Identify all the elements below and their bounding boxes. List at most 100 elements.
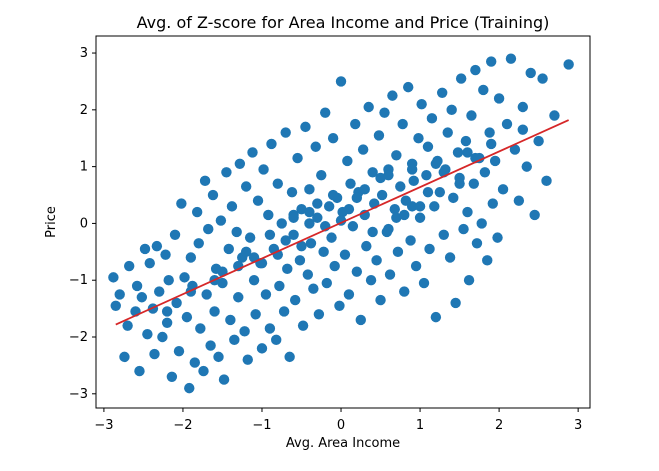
data-point bbox=[151, 240, 163, 252]
data-point bbox=[166, 371, 178, 382]
data-point bbox=[521, 161, 532, 172]
data-point bbox=[179, 272, 190, 283]
y-axis-title: Price bbox=[44, 206, 59, 238]
data-point bbox=[426, 113, 438, 124]
data-point bbox=[434, 186, 446, 198]
data-point bbox=[203, 223, 214, 235]
data-point bbox=[446, 104, 457, 116]
data-point bbox=[280, 235, 291, 246]
data-point bbox=[406, 201, 418, 212]
data-point bbox=[442, 127, 453, 138]
data-point bbox=[284, 351, 295, 363]
data-point bbox=[248, 275, 260, 286]
data-point bbox=[454, 178, 465, 189]
data-point bbox=[489, 155, 501, 167]
y-tick-label: 0 bbox=[80, 216, 88, 231]
data-point bbox=[297, 320, 309, 331]
data-point bbox=[505, 53, 517, 64]
data-point bbox=[541, 175, 552, 187]
x-tick-label: 0 bbox=[337, 418, 345, 433]
x-axis-ticks: −3 −2 −1 0 1 2 3 bbox=[94, 408, 582, 433]
data-point bbox=[266, 138, 277, 150]
data-point bbox=[537, 73, 548, 84]
data-point bbox=[334, 300, 345, 311]
data-point bbox=[429, 201, 440, 212]
data-point bbox=[233, 292, 244, 303]
regression-line-layer bbox=[115, 119, 570, 326]
data-point bbox=[282, 263, 293, 275]
data-point bbox=[316, 169, 327, 181]
data-point bbox=[229, 334, 240, 346]
chart-title: Avg. of Z-score for Area Income and Pric… bbox=[137, 13, 550, 32]
data-point bbox=[493, 93, 505, 104]
y-tick-label: 3 bbox=[80, 46, 88, 61]
data-point bbox=[468, 178, 480, 189]
data-point bbox=[359, 184, 370, 195]
data-point bbox=[379, 107, 390, 118]
data-point bbox=[250, 309, 261, 320]
data-point bbox=[280, 127, 291, 138]
data-point bbox=[327, 189, 339, 201]
data-point bbox=[199, 175, 211, 187]
data-point bbox=[234, 158, 246, 169]
data-point bbox=[302, 269, 314, 280]
data-point bbox=[463, 275, 475, 286]
data-point bbox=[318, 246, 329, 258]
data-point bbox=[218, 374, 230, 385]
data-point bbox=[414, 201, 426, 212]
data-point bbox=[294, 255, 306, 266]
y-axis-ticks: −3 −2 −1 0 1 2 3 bbox=[69, 46, 96, 402]
data-point bbox=[436, 87, 448, 98]
data-point bbox=[221, 167, 232, 178]
data-point bbox=[471, 238, 483, 249]
data-point bbox=[359, 209, 370, 221]
data-point bbox=[272, 178, 283, 189]
data-point bbox=[351, 192, 363, 204]
data-point bbox=[173, 346, 185, 357]
data-point bbox=[513, 195, 525, 206]
data-point bbox=[392, 246, 404, 258]
data-point bbox=[387, 90, 398, 101]
data-point bbox=[448, 192, 459, 204]
data-point bbox=[563, 59, 574, 70]
data-point bbox=[205, 340, 216, 351]
data-point bbox=[274, 280, 285, 292]
data-point bbox=[163, 275, 174, 286]
data-point bbox=[355, 314, 366, 326]
data-point bbox=[184, 382, 195, 394]
data-point bbox=[430, 311, 442, 323]
x-tick-label: 3 bbox=[574, 418, 582, 433]
data-point bbox=[403, 81, 414, 93]
data-point bbox=[487, 198, 498, 209]
data-point bbox=[288, 229, 299, 240]
data-point bbox=[497, 184, 509, 195]
data-point bbox=[323, 201, 335, 212]
data-point bbox=[161, 306, 173, 317]
x-tick-label: 1 bbox=[416, 418, 424, 433]
data-point bbox=[424, 243, 435, 255]
data-point bbox=[193, 238, 204, 249]
data-point bbox=[452, 147, 464, 158]
data-point bbox=[114, 289, 125, 300]
data-point bbox=[142, 328, 153, 340]
data-point bbox=[486, 138, 497, 150]
data-point bbox=[406, 164, 418, 175]
data-point bbox=[460, 135, 472, 147]
data-point bbox=[466, 110, 477, 121]
data-point bbox=[304, 184, 315, 195]
data-point bbox=[123, 260, 135, 272]
data-point bbox=[492, 232, 503, 243]
data-point bbox=[239, 326, 250, 337]
y-tick-label: 2 bbox=[80, 103, 88, 118]
data-point bbox=[256, 343, 268, 354]
data-point bbox=[399, 209, 410, 221]
data-point bbox=[397, 118, 408, 130]
x-axis-title: Avg. Area Income bbox=[286, 436, 400, 451]
data-point bbox=[264, 323, 276, 334]
data-point bbox=[484, 127, 495, 138]
data-point bbox=[361, 240, 372, 252]
data-point bbox=[134, 365, 145, 377]
data-point bbox=[458, 223, 469, 235]
data-point bbox=[430, 158, 442, 169]
